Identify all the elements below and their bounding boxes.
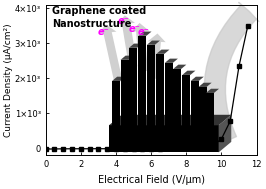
Polygon shape	[120, 60, 128, 126]
Polygon shape	[129, 48, 137, 126]
Y-axis label: Current Density (μA/cm²): Current Density (μA/cm²)	[4, 23, 13, 137]
Polygon shape	[206, 93, 214, 126]
Polygon shape	[165, 63, 173, 126]
Text: e⁻: e⁻	[118, 16, 130, 26]
FancyArrow shape	[148, 33, 166, 79]
Polygon shape	[120, 56, 134, 60]
Polygon shape	[109, 115, 231, 125]
Polygon shape	[147, 45, 155, 126]
Polygon shape	[156, 54, 164, 126]
Polygon shape	[147, 41, 160, 45]
FancyArrow shape	[131, 23, 149, 71]
Polygon shape	[182, 75, 190, 126]
Polygon shape	[206, 89, 219, 93]
Polygon shape	[156, 50, 169, 54]
FancyArrow shape	[117, 15, 137, 67]
Polygon shape	[191, 81, 199, 126]
Text: Graphene coated
Nanostructure: Graphene coated Nanostructure	[52, 6, 146, 29]
Polygon shape	[173, 69, 181, 126]
Polygon shape	[109, 125, 219, 152]
Polygon shape	[182, 71, 196, 75]
FancyArrow shape	[99, 24, 123, 82]
Polygon shape	[165, 59, 178, 63]
Text: e⁻: e⁻	[98, 27, 110, 37]
Polygon shape	[199, 87, 207, 126]
Polygon shape	[219, 115, 231, 152]
Text: e⁻: e⁻	[128, 24, 140, 34]
Polygon shape	[112, 81, 120, 126]
Polygon shape	[112, 77, 125, 81]
Polygon shape	[173, 65, 186, 69]
Polygon shape	[139, 36, 147, 126]
Polygon shape	[199, 83, 212, 87]
Text: e⁻: e⁻	[138, 27, 149, 37]
X-axis label: Electrical Field (V/μm): Electrical Field (V/μm)	[98, 175, 205, 185]
Polygon shape	[129, 44, 142, 48]
Polygon shape	[139, 32, 152, 36]
Polygon shape	[191, 77, 204, 81]
